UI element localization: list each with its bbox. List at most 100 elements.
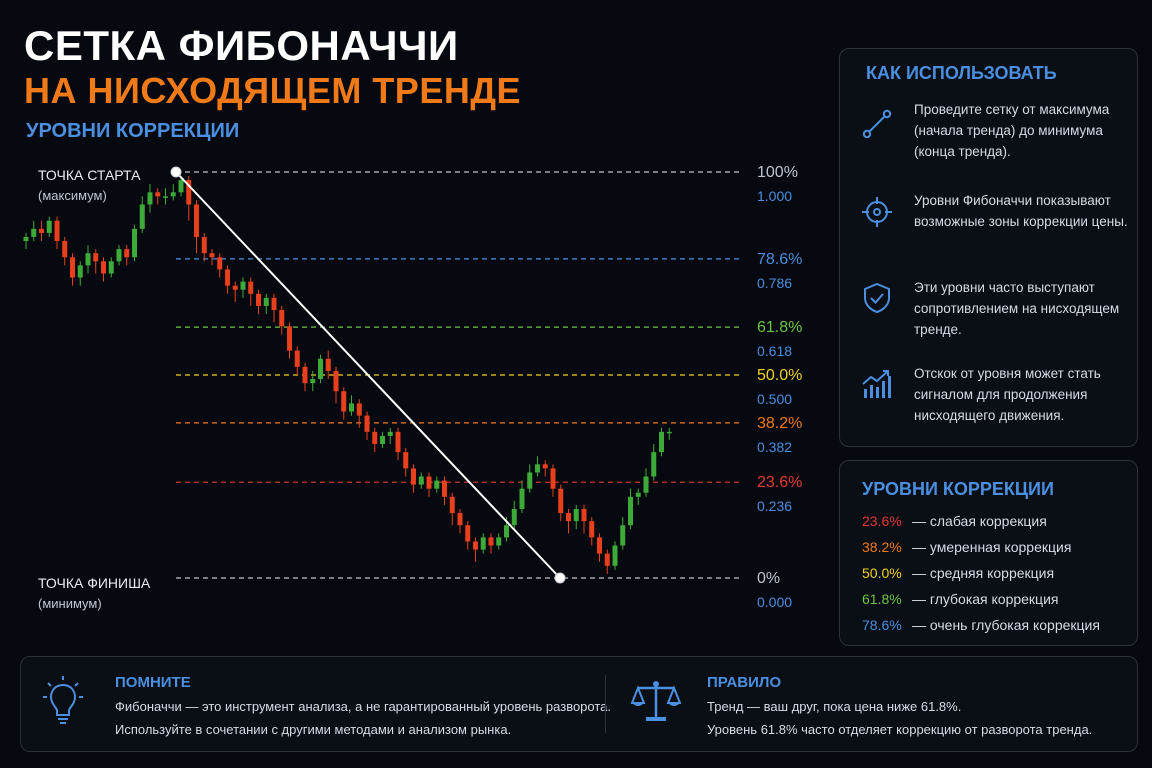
- fib-level-value-label: 0.236: [757, 498, 792, 514]
- finish-point-sublabel: (минимум): [38, 596, 102, 611]
- candle-body: [325, 358, 331, 371]
- shield-check-icon: [864, 282, 890, 314]
- candle-body: [132, 228, 137, 258]
- candle-body: [496, 537, 502, 546]
- levels-panel-title: УРОВНИ КОРРЕКЦИИ: [862, 479, 1054, 499]
- candle-body: [46, 220, 52, 233]
- candle-body: [372, 431, 378, 445]
- level-pct: 50.0%: [862, 565, 902, 581]
- candle-body: [581, 508, 587, 522]
- candle-body: [77, 265, 83, 278]
- candle-body: [380, 435, 385, 445]
- candle-body: [302, 366, 308, 384]
- candle-body: [186, 180, 192, 205]
- candle-body: [349, 403, 354, 412]
- candle-body: [147, 192, 153, 205]
- fib-level-pct-label: 100%: [757, 164, 798, 181]
- candle-body: [318, 358, 323, 380]
- fib-level-value-label: 0.382: [757, 439, 792, 455]
- candle-body: [124, 249, 130, 258]
- candle-body: [597, 537, 602, 554]
- candle-body: [194, 204, 199, 237]
- lightbulb-icon: [43, 676, 83, 724]
- rule-line2: Уровень 61.8% часто отделяет коррекцию о…: [707, 722, 1093, 737]
- candle-body: [263, 297, 269, 306]
- candle-body: [504, 525, 509, 538]
- remember-title: ПОМНИТЕ: [115, 674, 191, 691]
- line-tool-icon: [862, 109, 892, 139]
- fib-level-pct-label: 38.2%: [757, 415, 802, 432]
- finish-point-label: ТОЧКА ФИНИША: [38, 575, 151, 591]
- fibonacci-chart: 100% 1.000 78.6% 0.786 61.8% 0.618 50.0% 0.500 3…: [23, 164, 802, 610]
- fib-level-value-label: 0.000: [757, 594, 792, 610]
- remember-line2: Используйте в сочетании с другими метода…: [115, 722, 512, 737]
- fib-level-pct-label: 0%: [757, 570, 780, 587]
- candle-body: [488, 537, 494, 546]
- candle-body: [39, 228, 44, 233]
- candle-body: [573, 508, 579, 522]
- level-row-78-6: 78.6% — очень глубокая коррекция: [862, 617, 1100, 633]
- candle-body: [155, 192, 161, 197]
- candle-body: [457, 513, 463, 526]
- candle-body: [465, 525, 471, 542]
- level-pct: 78.6%: [862, 617, 902, 633]
- page-title: СЕТКА ФИБОНАЧЧИ: [24, 22, 459, 69]
- level-desc: — умеренная коррекция: [912, 539, 1072, 555]
- candle-body: [248, 281, 254, 294]
- how-to-use-title: КАК ИСПОЛЬЗОВАТЬ: [866, 63, 1057, 83]
- candle-body: [566, 513, 571, 522]
- page-subtitle: УРОВНИ КОРРЕКЦИИ: [26, 120, 240, 142]
- candle-body: [387, 431, 393, 436]
- level-row-38-2: 38.2% — умеренная коррекция: [862, 539, 1071, 555]
- fib-level-value-label: 0.786: [757, 275, 792, 291]
- candle-body: [62, 241, 68, 258]
- start-point-sublabel: (максимум): [38, 188, 107, 203]
- candle-body: [364, 415, 370, 432]
- candle-body: [651, 452, 657, 477]
- candle-body: [240, 281, 246, 290]
- candle-body: [442, 480, 447, 497]
- candle-body: [294, 350, 300, 367]
- candle-body: [101, 261, 106, 274]
- candle-body: [108, 261, 114, 274]
- candle-body: [411, 468, 416, 485]
- candle-body: [201, 236, 207, 254]
- candle-body: [93, 253, 99, 262]
- level-desc: — слабая коррекция: [912, 513, 1047, 529]
- fib-level-pct-label: 78.6%: [757, 251, 802, 268]
- scales-icon: [631, 681, 681, 721]
- candle-body: [473, 541, 478, 550]
- level-desc: — очень глубокая коррекция: [912, 617, 1100, 633]
- candle-body: [279, 310, 285, 327]
- candle-body: [232, 285, 238, 290]
- candle-body: [558, 488, 564, 514]
- candle-body: [635, 492, 641, 497]
- candle-body: [659, 431, 664, 453]
- level-row-23-6: 23.6% — слабая коррекция: [862, 513, 1047, 529]
- rule-line1: Тренд — ваш друг, пока цена ниже 61.8%.: [707, 699, 962, 714]
- candle-body: [170, 192, 176, 197]
- candle-body: [418, 476, 424, 485]
- candle-body: [511, 508, 517, 526]
- page-title-line2: НА НИСХОДЯЩЕМ ТРЕНДЕ: [24, 70, 521, 111]
- candle-body: [271, 297, 277, 311]
- candle-body: [628, 496, 633, 526]
- candle-body: [178, 180, 184, 193]
- candle-body: [550, 468, 556, 489]
- fib-level-value-label: 0.618: [757, 343, 792, 359]
- target-icon: [862, 197, 892, 227]
- candle-body: [333, 370, 339, 392]
- candle-body: [209, 253, 215, 258]
- divider: [605, 675, 606, 733]
- rule-title: ПРАВИЛО: [707, 674, 782, 691]
- candle-body: [643, 476, 649, 493]
- remember-line1: Фибоначчи — это инструмент анализа, а не…: [115, 699, 612, 714]
- fib-level-pct-label: 50.0%: [757, 367, 802, 384]
- candle-body: [434, 480, 440, 489]
- fib-level-value-label: 0.500: [757, 391, 792, 407]
- bottom-panel: ПОМНИТЕ Фибоначчи — это инструмент анали…: [20, 656, 1138, 752]
- how-item-text: Эти уровни часто выступают сопротивление…: [914, 280, 1120, 337]
- candle-body: [31, 228, 37, 237]
- level-desc: — глубокая коррекция: [912, 591, 1059, 607]
- level-pct: 23.6%: [862, 513, 902, 529]
